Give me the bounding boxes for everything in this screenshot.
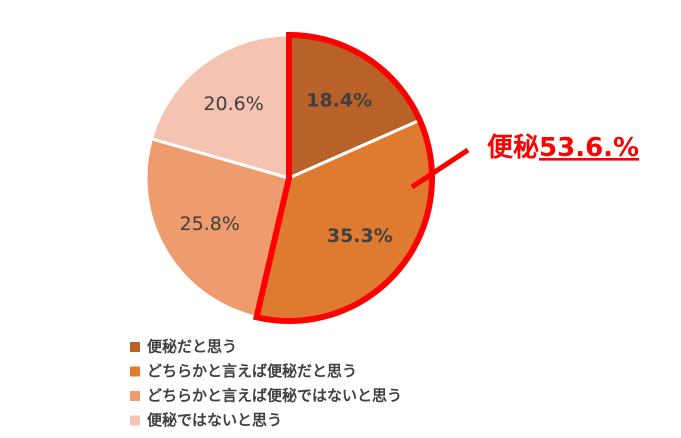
data-label: 35.3% xyxy=(327,225,393,247)
legend-label: どちらかと言えば便秘だと思う xyxy=(147,362,357,380)
pie: 18.4% 35.3% 25.8% 20.6% xyxy=(144,31,435,324)
annotation-prefix: 便秘 xyxy=(487,132,539,163)
annotation-value: 53.6.% xyxy=(539,133,639,163)
legend-swatch xyxy=(130,391,140,401)
pie-slice xyxy=(144,136,291,320)
highlight-outline xyxy=(252,31,435,324)
legend-label: 便秘ではないと思う xyxy=(147,411,282,429)
legend-label: どちらかと言えば便秘ではないと思う xyxy=(147,387,402,405)
data-label: 18.4% xyxy=(306,89,372,111)
legend-label: 便秘だと思う xyxy=(147,338,237,356)
annotation-pointer xyxy=(410,147,470,190)
legend: 便秘だと思うどちらかと言えば便秘だと思うどちらかと言えば便秘ではないと思う便秘で… xyxy=(130,338,402,429)
legend-swatch xyxy=(130,342,140,352)
legend-swatch xyxy=(130,366,140,377)
data-label: 20.6% xyxy=(203,93,263,115)
legend-swatch xyxy=(130,415,140,426)
annotation: 便秘53.6.% xyxy=(487,132,639,163)
pie-slice xyxy=(149,33,291,180)
data-label: 25.8% xyxy=(180,213,240,235)
